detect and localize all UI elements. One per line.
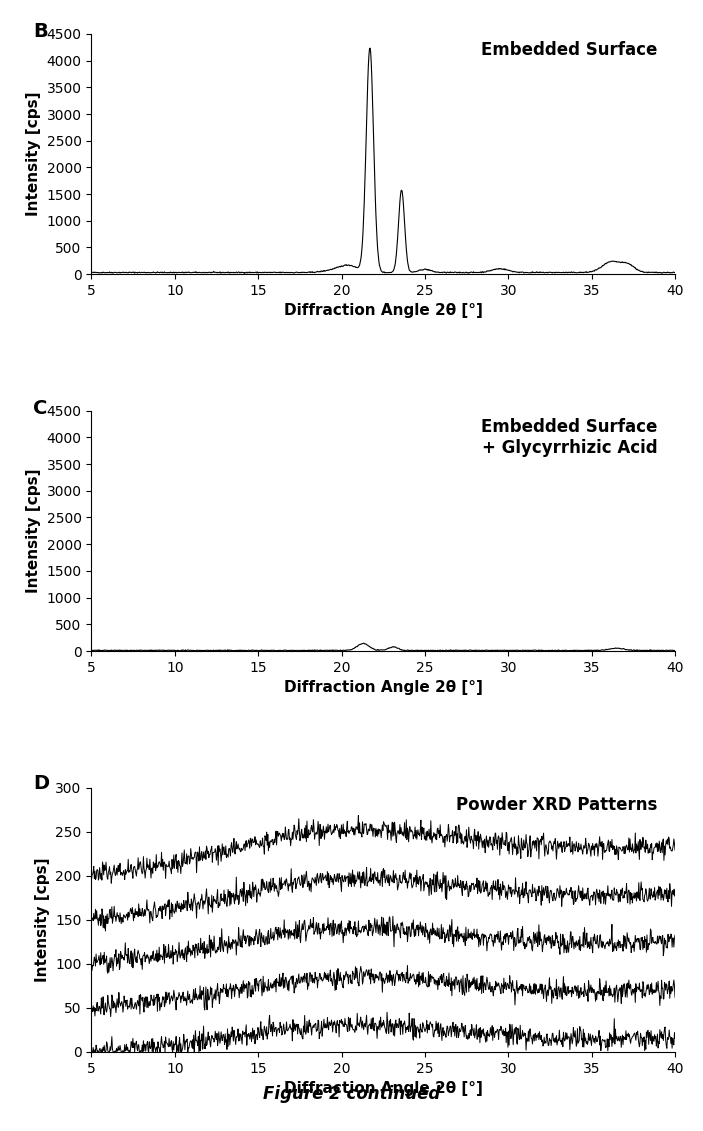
Y-axis label: Intensity [cps]: Intensity [cps] <box>26 92 41 216</box>
Text: Powder XRD Patterns: Powder XRD Patterns <box>456 795 657 813</box>
Y-axis label: Intensity [cps]: Intensity [cps] <box>34 857 50 982</box>
X-axis label: Diffraction Angle 2θ [°]: Diffraction Angle 2θ [°] <box>284 303 482 319</box>
X-axis label: Diffraction Angle 2θ [°]: Diffraction Angle 2θ [°] <box>284 680 482 696</box>
Text: Embedded Surface: Embedded Surface <box>481 41 657 59</box>
Y-axis label: Intensity [cps]: Intensity [cps] <box>26 468 41 593</box>
Text: C: C <box>33 399 47 417</box>
Text: Embedded Surface
+ Glycyrrhizic Acid: Embedded Surface + Glycyrrhizic Acid <box>481 418 657 457</box>
Text: B: B <box>33 21 48 41</box>
Text: Figure 2 continued: Figure 2 continued <box>263 1085 440 1103</box>
Text: D: D <box>33 775 49 793</box>
X-axis label: Diffraction Angle 2θ [°]: Diffraction Angle 2θ [°] <box>284 1081 482 1096</box>
